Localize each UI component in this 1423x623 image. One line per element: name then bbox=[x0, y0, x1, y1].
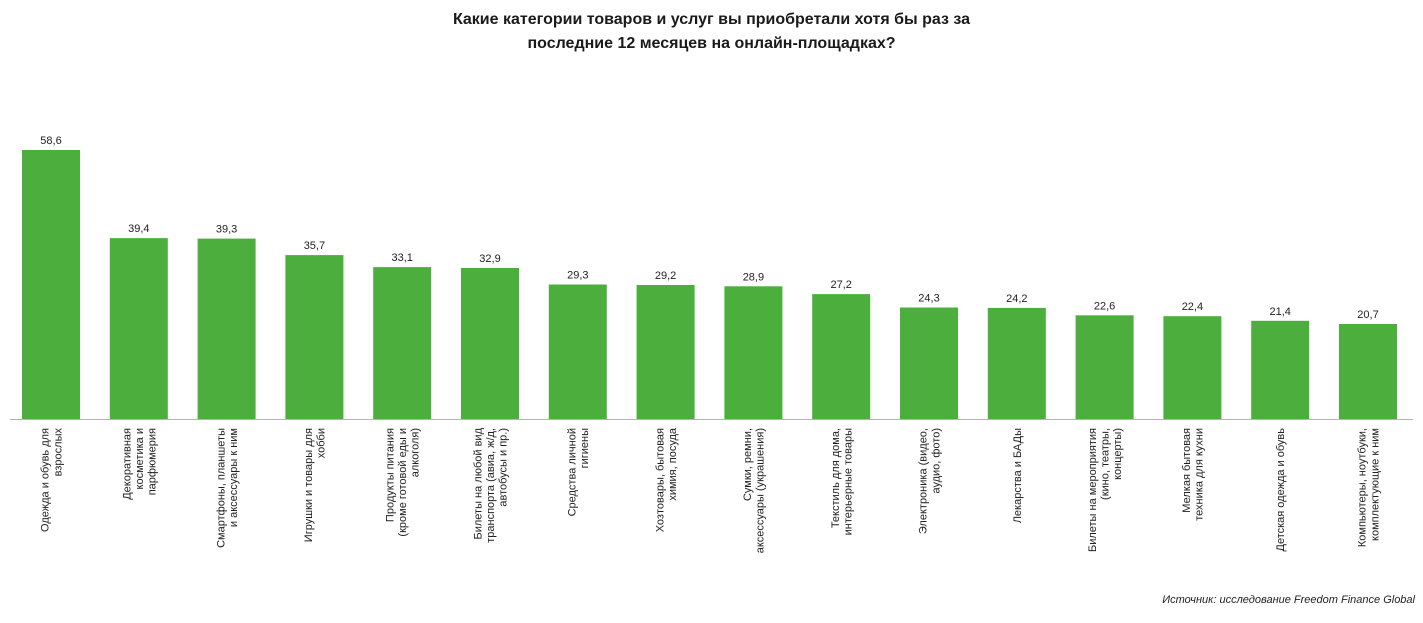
category-label-5-line-1: Продукты питания bbox=[385, 428, 397, 522]
bar-6 bbox=[461, 268, 519, 419]
category-label-7: Средства личнойгигиены bbox=[567, 428, 592, 517]
category-label-10: Текстиль для дома,интерьерные товары bbox=[830, 428, 855, 535]
category-label-5: Продукты питания(кроме готовой еды иалко… bbox=[385, 428, 422, 537]
value-label-12: 24,2 bbox=[1006, 293, 1027, 305]
category-label-11: Электроника (видео,аудио, фото) bbox=[918, 428, 943, 534]
category-label-4: Игрушки и товары дляхобби bbox=[303, 428, 328, 542]
category-label-9: Сумки, ремни,аксессуары (украшения) bbox=[742, 428, 767, 553]
category-label-3: Смартфоны, планшетыи аксессуары к ним bbox=[215, 428, 240, 548]
category-label-12-line-1: Лекарства и БАДы bbox=[1012, 428, 1024, 523]
category-label-11-line-2: аудио, фото) bbox=[930, 428, 942, 494]
labels-layer: 58,6 Одежда и обувь длявзрослых 39,4 Декора… bbox=[40, 135, 1382, 553]
category-label-13: Билеты на мероприятия(кино, театры,конце… bbox=[1087, 428, 1124, 552]
bar-11 bbox=[900, 307, 958, 419]
value-label-15: 21,4 bbox=[1269, 306, 1290, 318]
category-label-12: Лекарства и БАДы bbox=[1012, 428, 1024, 523]
category-label-13-line-3: концерты) bbox=[1112, 428, 1124, 480]
category-label-1-line-2: взрослых bbox=[52, 428, 64, 477]
category-label-14-line-1: Мелкая бытовая bbox=[1181, 428, 1193, 513]
category-label-14-line-2: техника для кухни bbox=[1194, 428, 1206, 521]
bar-13 bbox=[1075, 315, 1134, 419]
category-label-5-line-3: алкоголя) bbox=[410, 428, 422, 477]
category-label-1: Одежда и обувь длявзрослых bbox=[40, 428, 65, 532]
category-label-16-line-1: Компьютеры, ноутбуки, bbox=[1357, 428, 1369, 547]
category-label-7-line-1: Средства личной bbox=[567, 428, 579, 516]
bar-10 bbox=[812, 294, 871, 419]
category-label-13-line-1: Билеты на мероприятия bbox=[1087, 428, 1099, 552]
category-label-13-line-2: (кино, театры, bbox=[1100, 428, 1112, 500]
value-label-5: 33,1 bbox=[391, 252, 412, 264]
category-label-8: Хозтовары, бытоваяхимия, посуда bbox=[654, 427, 679, 532]
value-label-13: 22,6 bbox=[1094, 300, 1115, 312]
category-label-14: Мелкая бытоваятехника для кухни bbox=[1181, 428, 1206, 521]
bar-2 bbox=[109, 238, 168, 419]
chart-title: Какие категории товаров и услуг вы приоб… bbox=[0, 8, 1423, 56]
category-label-4-line-1: Игрушки и товары для bbox=[303, 428, 315, 542]
bar-4 bbox=[285, 255, 344, 419]
value-label-9: 28,9 bbox=[743, 271, 764, 283]
category-label-3-line-2: и аксессуары к ним bbox=[228, 428, 240, 527]
source-note: Источник: исследование Freedom Finance G… bbox=[1162, 594, 1415, 606]
category-label-3-line-1: Смартфоны, планшеты bbox=[215, 428, 227, 548]
chart-title-line-2: последние 12 месяцев на онлайн-площадках… bbox=[527, 35, 896, 52]
category-label-4-line-2: хобби bbox=[316, 428, 328, 458]
category-label-15: Детская одежда и обувь bbox=[1275, 428, 1287, 552]
bar-14 bbox=[1163, 316, 1222, 419]
category-label-9-line-2: аксессуары (украшения) bbox=[755, 428, 767, 553]
value-label-2: 39,4 bbox=[128, 223, 149, 235]
value-label-7: 29,3 bbox=[567, 270, 588, 282]
category-label-2-line-2: косметика и bbox=[134, 428, 146, 489]
chart-title-line-1: Какие категории товаров и услуг вы приоб… bbox=[452, 11, 971, 28]
value-label-16: 20,7 bbox=[1357, 309, 1378, 321]
value-label-10: 27,2 bbox=[830, 279, 851, 291]
value-label-4: 35,7 bbox=[304, 240, 325, 252]
value-label-3: 39,3 bbox=[216, 224, 237, 236]
category-label-6: Билеты на любой видтранспорта (авиа, ж/д… bbox=[473, 427, 510, 542]
category-label-1-line-1: Одежда и обувь для bbox=[40, 428, 52, 532]
category-label-6-line-1: Билеты на любой вид bbox=[473, 427, 485, 539]
category-label-10-line-1: Текстиль для дома, bbox=[830, 428, 842, 528]
category-label-8-line-2: химия, посуда bbox=[667, 427, 679, 501]
category-label-2-line-3: парфюмерия bbox=[146, 428, 158, 495]
bar-8 bbox=[636, 285, 695, 419]
category-label-7-line-2: гигиены bbox=[579, 428, 591, 469]
bar-9 bbox=[724, 286, 783, 419]
bars-layer bbox=[22, 150, 1397, 419]
category-label-2-line-1: Декоративная bbox=[121, 428, 133, 500]
value-label-1: 58,6 bbox=[40, 135, 61, 147]
value-label-8: 29,2 bbox=[655, 270, 676, 282]
category-label-11-line-1: Электроника (видео, bbox=[918, 428, 930, 534]
value-label-14: 22,4 bbox=[1182, 301, 1203, 313]
bar-7 bbox=[548, 284, 607, 419]
bar-15 bbox=[1251, 320, 1310, 419]
category-label-16-line-2: комплектующие к ним bbox=[1369, 428, 1381, 541]
category-label-10-line-2: интерьерные товары bbox=[843, 428, 855, 535]
category-label-6-line-2: транспорта (авиа, ж/д, bbox=[485, 428, 497, 543]
category-label-2: Декоративнаякосметика ипарфюмерия bbox=[121, 428, 158, 500]
category-label-15-line-1: Детская одежда и обувь bbox=[1275, 428, 1287, 552]
category-label-8-line-1: Хозтовары, бытовая bbox=[654, 428, 666, 532]
value-label-11: 24,3 bbox=[918, 293, 939, 305]
bar-16 bbox=[1339, 324, 1397, 419]
bar-12 bbox=[987, 307, 1046, 419]
category-label-16: Компьютеры, ноутбуки,комплектующие к ним bbox=[1357, 428, 1382, 547]
bar-1 bbox=[22, 150, 80, 419]
category-label-9-line-1: Сумки, ремни, bbox=[742, 428, 754, 501]
bar-3 bbox=[197, 238, 256, 419]
category-label-6-line-3: автобусы и пр.) bbox=[498, 428, 510, 507]
value-label-6: 32,9 bbox=[479, 253, 500, 265]
bar-5 bbox=[373, 267, 432, 419]
category-label-5-line-2: (кроме готовой еды и bbox=[397, 428, 409, 537]
